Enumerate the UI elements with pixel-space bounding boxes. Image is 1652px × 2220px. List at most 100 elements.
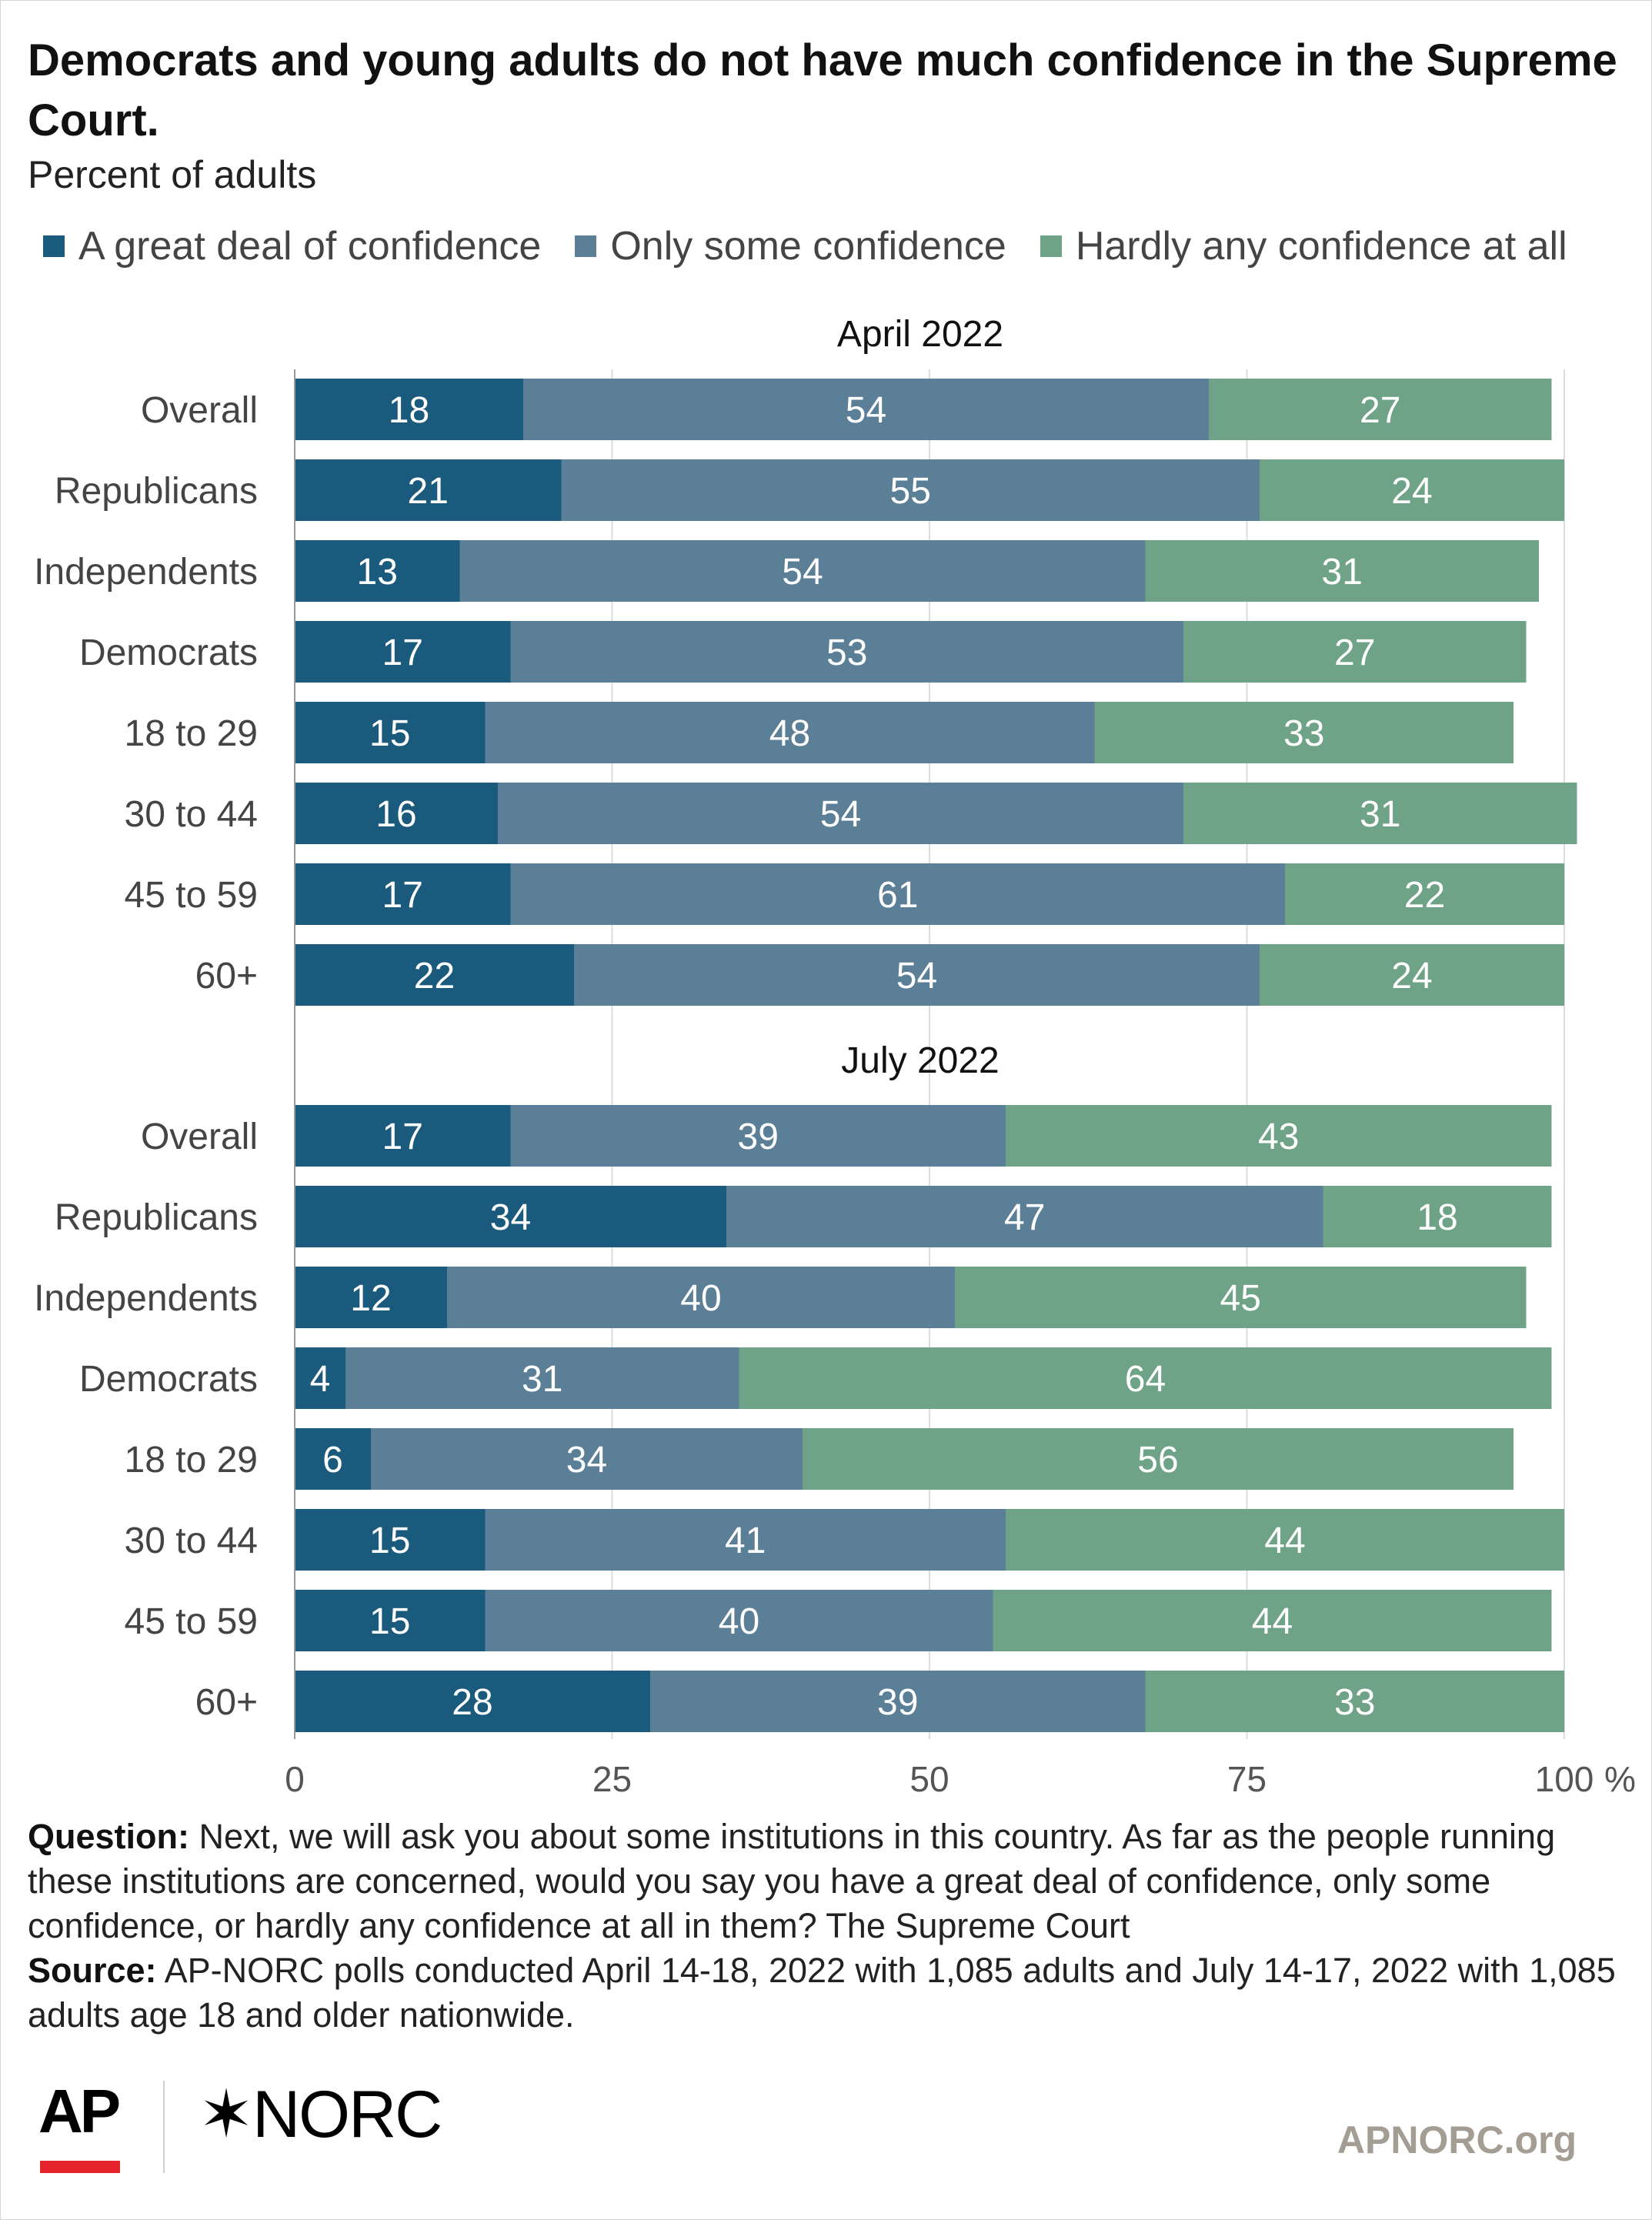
bar-segment (345, 1347, 739, 1409)
data-label: 34 (566, 1440, 607, 1481)
data-label: 27 (1360, 390, 1400, 431)
data-label: 27 (1334, 633, 1375, 673)
data-label: 45 (1220, 1278, 1261, 1319)
question-label: Question: (28, 1817, 189, 1856)
data-label: 13 (357, 552, 398, 593)
legend-swatch-only-some (575, 235, 597, 257)
bar-segment (295, 863, 511, 925)
category-label: 60+ (195, 956, 258, 996)
data-label: 22 (1404, 875, 1445, 916)
legend-label-only-some: Only some confidence (610, 224, 1006, 269)
bar-segment (295, 783, 498, 844)
data-label: 53 (826, 633, 867, 673)
data-label: 18 (389, 390, 429, 431)
data-label: 18 (1417, 1197, 1457, 1238)
data-label: 40 (719, 1601, 759, 1642)
data-label: 31 (1360, 794, 1400, 835)
bar-segment (295, 1671, 650, 1732)
data-label: 39 (738, 1117, 779, 1157)
bar-segment (1183, 783, 1577, 844)
bar-segment (1145, 1671, 1564, 1732)
bar-segment (295, 1590, 486, 1651)
category-label: 18 to 29 (125, 713, 258, 754)
x-tick-label: 100 (1535, 1759, 1594, 1799)
bar-segment (295, 1186, 726, 1247)
data-label: 21 (408, 471, 449, 512)
bar-segment (561, 459, 1260, 521)
bar-segment (295, 1509, 486, 1571)
bar-segment (510, 621, 1183, 683)
category-label: Democrats (79, 633, 258, 673)
data-label: 17 (382, 875, 423, 916)
bar-segment (295, 1347, 345, 1409)
category-label: Democrats (79, 1359, 258, 1400)
data-label: 17 (382, 633, 423, 673)
bar-segment (485, 702, 1095, 763)
bar-segment (739, 1347, 1552, 1409)
category-label: Republicans (55, 1197, 258, 1238)
data-label: 48 (769, 713, 810, 754)
bar-segment (726, 1186, 1323, 1247)
data-label: 43 (1258, 1117, 1299, 1157)
data-label: 33 (1283, 713, 1324, 754)
category-label: 45 to 59 (125, 875, 258, 916)
bar-segment (371, 1428, 803, 1490)
data-label: 12 (350, 1278, 391, 1319)
data-label: 31 (522, 1359, 562, 1400)
bar-segment (295, 702, 486, 763)
bar-segment (1183, 621, 1527, 683)
bar-segment (574, 944, 1260, 1006)
chart-title: Democrats and young adults do not have m… (28, 35, 1617, 145)
category-label: 30 to 44 (125, 1521, 258, 1561)
bar-segment (1209, 379, 1552, 440)
data-label: 41 (725, 1521, 766, 1561)
category-label: 30 to 44 (125, 794, 258, 835)
data-label: 15 (369, 1601, 410, 1642)
data-label: 24 (1391, 471, 1432, 512)
data-label: 47 (1004, 1197, 1045, 1238)
norc-logo: ✶NORC (199, 2076, 442, 2153)
category-label: Overall (141, 390, 258, 431)
ap-logo: AP (38, 2077, 121, 2145)
bar-segment (1145, 540, 1539, 602)
bar-segment (459, 540, 1146, 602)
bar-segment (295, 459, 562, 521)
x-unit-label: % (1604, 1759, 1636, 1799)
bar-segment (650, 1671, 1146, 1732)
site-url: APNORC.org (1337, 2118, 1577, 2162)
panel-title: July 2022 (841, 1040, 999, 1081)
bar-segment (295, 1428, 371, 1490)
data-label: 55 (890, 471, 931, 512)
bar-segment (295, 621, 511, 683)
data-label: 15 (369, 1521, 410, 1561)
data-label: 56 (1137, 1440, 1178, 1481)
bar-segment (993, 1590, 1552, 1651)
bar-segment (295, 944, 574, 1006)
norc-logo-text: NORC (252, 2078, 442, 2152)
norc-star-icon: ✶ (199, 2078, 254, 2152)
legend-swatch-hardly-any (1040, 235, 1062, 257)
category-label: 60+ (195, 1682, 258, 1723)
data-label: 17 (382, 1117, 423, 1157)
bar-segment (1006, 1509, 1564, 1571)
data-label: 61 (877, 875, 918, 916)
bar-segment (485, 1509, 1006, 1571)
data-label: 34 (490, 1197, 531, 1238)
category-label: Independents (34, 1278, 258, 1319)
legend-swatch-great-deal (43, 235, 65, 257)
data-label: 54 (782, 552, 823, 593)
bar-segment (498, 783, 1183, 844)
bar-segment (295, 1105, 511, 1167)
bar-segment (955, 1267, 1527, 1328)
data-label: 44 (1252, 1601, 1293, 1642)
bar-segment (523, 379, 1209, 440)
x-tick-label: 25 (592, 1759, 632, 1799)
data-label: 22 (414, 956, 455, 996)
chart-subtitle: Percent of adults (28, 153, 317, 196)
category-label: Overall (141, 1117, 258, 1157)
source-note: Source: AP-NORC polls conducted April 14… (28, 1948, 1628, 2038)
data-label: 28 (452, 1682, 492, 1723)
category-label: 18 to 29 (125, 1440, 258, 1481)
data-label: 33 (1334, 1682, 1375, 1723)
logo-divider (163, 2081, 165, 2173)
